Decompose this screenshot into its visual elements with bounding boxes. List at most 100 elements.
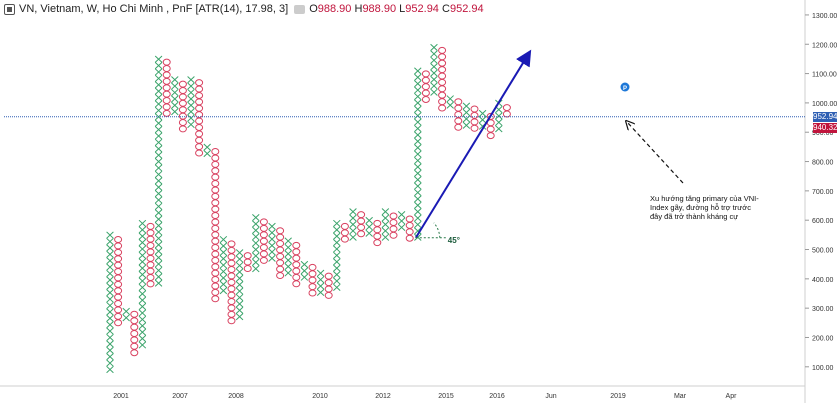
o-box (259, 231, 268, 239)
x-box (414, 67, 422, 75)
x-box (349, 233, 357, 241)
x-box (154, 260, 163, 268)
o-box (276, 272, 285, 280)
o-box (421, 89, 430, 97)
angle-label: 45° (448, 236, 460, 245)
o-column (130, 310, 139, 357)
o-box (211, 212, 220, 220)
o-box (211, 192, 220, 200)
x-box (106, 301, 114, 310)
o-box (438, 59, 447, 67)
o-box (227, 285, 236, 293)
x-box (235, 313, 244, 321)
o-box (130, 336, 139, 344)
x-box (106, 257, 114, 265)
x-box (154, 202, 163, 210)
x-box (154, 55, 163, 63)
x-column (365, 216, 373, 237)
o-column (502, 104, 511, 118)
o-box (130, 317, 139, 325)
o-column (405, 215, 414, 242)
o-box (438, 85, 447, 93)
x-box (349, 227, 357, 235)
x-box (252, 245, 260, 254)
o-box (227, 310, 236, 318)
x-box (187, 95, 195, 103)
x-box (187, 88, 195, 97)
o-column (162, 58, 171, 117)
o-box (114, 287, 123, 295)
x-box (397, 211, 406, 219)
o-box (227, 240, 236, 248)
o-box (227, 259, 236, 267)
o-box (438, 53, 447, 61)
x-box (138, 290, 147, 298)
x-column (446, 95, 454, 109)
x-box (268, 241, 276, 250)
o-box (114, 274, 123, 282)
x-box (187, 114, 195, 122)
o-box (454, 98, 463, 106)
o-box (486, 125, 495, 133)
x-box (333, 245, 341, 253)
x-box (430, 82, 438, 90)
x-box (252, 258, 260, 266)
x-box (252, 252, 260, 260)
x-box (381, 233, 390, 241)
o-box (292, 248, 301, 256)
x-box (284, 250, 292, 258)
o-box (130, 349, 139, 357)
x-box (171, 76, 179, 84)
legend-ohlc: O988.90 H988.90 L952.94 C952.94 (309, 3, 483, 15)
o-box (259, 218, 268, 226)
o-box (243, 258, 252, 266)
x-box (154, 151, 163, 159)
marker-label: P (623, 86, 627, 92)
annotation-text-line: Xu hướng tăng primary của VNI- (650, 194, 759, 203)
x-box (414, 188, 422, 197)
x-box (430, 75, 438, 84)
o-box (389, 225, 398, 233)
eye-icon[interactable] (294, 4, 306, 14)
x-box (154, 241, 163, 249)
o-box (308, 263, 317, 271)
o-column (195, 79, 204, 157)
o-box (211, 256, 220, 264)
x-box (138, 271, 147, 279)
x-tick-label: 2008 (228, 393, 244, 400)
o-box (389, 231, 398, 239)
x-box (171, 88, 179, 97)
x-box (414, 144, 422, 152)
x-column (252, 213, 260, 273)
x-box (333, 264, 341, 272)
x-box (138, 219, 147, 227)
o-box (454, 104, 463, 112)
o-box (162, 77, 171, 85)
o-box (162, 97, 171, 105)
o-box (162, 109, 171, 117)
x-box (462, 108, 471, 117)
o-box (486, 132, 495, 140)
annotation-text-line: Index gãy, đường hỗ trợ trước (650, 203, 751, 212)
o-column (292, 241, 301, 288)
o-column (340, 222, 349, 243)
x-box (316, 282, 325, 290)
o-column (389, 212, 398, 239)
x-box (219, 255, 228, 263)
o-box (195, 117, 204, 125)
x-tick-label: 2001 (113, 393, 129, 400)
marker-circle (620, 82, 630, 92)
x-box (187, 82, 195, 90)
x-box (187, 76, 195, 84)
x-box (154, 247, 163, 255)
x-tick-label: 2007 (172, 393, 188, 400)
o-box (211, 180, 220, 188)
x-column (154, 55, 163, 287)
x-box (154, 215, 163, 223)
x-column (284, 237, 292, 277)
x-box (430, 43, 438, 52)
x-box (106, 295, 114, 303)
x-box (235, 287, 244, 295)
x-box (154, 170, 163, 178)
y-tick-label: 500.00 (812, 248, 834, 255)
